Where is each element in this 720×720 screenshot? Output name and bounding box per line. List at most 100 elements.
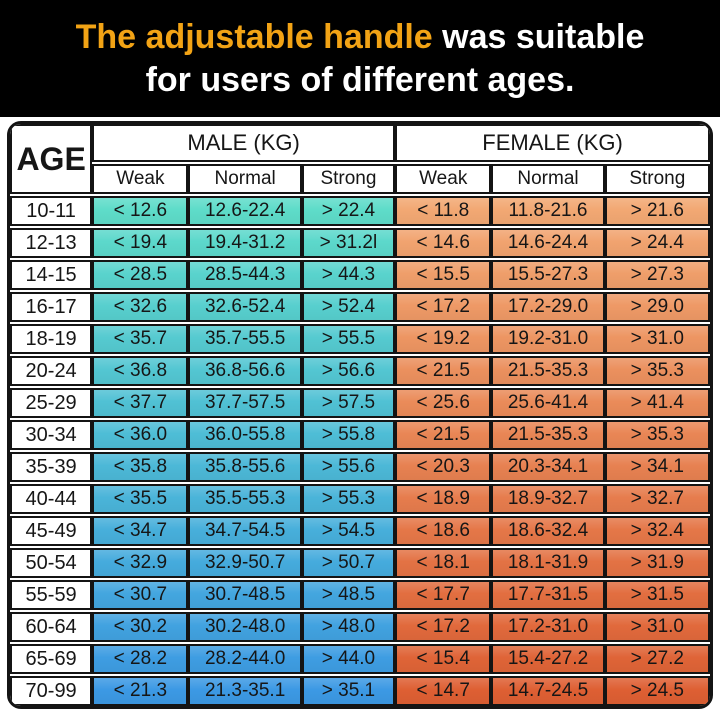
title-line-2: for users of different ages. <box>145 60 575 99</box>
male-group-header: MALE (KG) <box>92 124 396 162</box>
male-strong-cell: > 55.3 <box>301 484 396 514</box>
male-strong-header: Strong <box>301 164 396 194</box>
age-cell: 35-39 <box>10 452 93 482</box>
male-strong-cell: > 55.6 <box>301 452 396 482</box>
female-strong-cell: > 24.4 <box>604 228 710 258</box>
female-strong-cell: > 27.2 <box>604 644 710 674</box>
female-weak-cell: < 11.8 <box>395 196 492 226</box>
female-weak-cell: < 17.2 <box>395 292 492 322</box>
male-weak-cell: < 37.7 <box>92 388 189 418</box>
male-weak-cell: < 30.2 <box>92 612 189 642</box>
table-row: 30-34 < 36.0 36.0-55.8 > 55.8 < 21.5 21.5-35.… <box>10 420 710 450</box>
male-strong-cell: > 44.3 <box>301 260 396 290</box>
female-strong-cell: > 31.0 <box>604 612 710 642</box>
male-normal-cell: 32.9-50.7 <box>188 548 302 578</box>
female-normal-cell: 15.5-27.3 <box>491 260 605 290</box>
female-strong-cell: > 41.4 <box>604 388 710 418</box>
female-normal-cell: 17.7-31.5 <box>491 580 605 610</box>
male-normal-header: Normal <box>188 164 302 194</box>
female-strong-cell: > 27.3 <box>604 260 710 290</box>
female-strong-cell: > 35.3 <box>604 420 710 450</box>
female-normal-cell: 11.8-21.6 <box>491 196 605 226</box>
male-weak-cell: < 19.4 <box>92 228 189 258</box>
age-column-header: AGE <box>10 124 93 194</box>
female-strong-cell: > 35.3 <box>604 356 710 386</box>
title-banner: The adjustable handle was suitable for u… <box>0 0 720 117</box>
female-strong-cell: > 34.1 <box>604 452 710 482</box>
female-weak-cell: < 19.2 <box>395 324 492 354</box>
table-row: 16-17 < 32.6 32.6-52.4 > 52.4 < 17.2 17.2-29.… <box>10 292 710 322</box>
table-row: 18-19 < 35.7 35.7-55.5 > 55.5 < 19.2 19.2-31.… <box>10 324 710 354</box>
male-normal-cell: 32.6-52.4 <box>188 292 302 322</box>
age-cell: 45-49 <box>10 516 93 546</box>
male-weak-cell: < 28.5 <box>92 260 189 290</box>
female-normal-cell: 25.6-41.4 <box>491 388 605 418</box>
table-row: 40-44 < 35.5 35.5-55.3 > 55.3 < 18.9 18.9-32.… <box>10 484 710 514</box>
age-cell: 60-64 <box>10 612 93 642</box>
male-strong-cell: > 44.0 <box>301 644 396 674</box>
title-line-1: The adjustable handle was suitable <box>76 16 645 59</box>
female-weak-cell: < 17.7 <box>395 580 492 610</box>
female-strong-header: Strong <box>604 164 710 194</box>
female-strong-cell: > 31.0 <box>604 324 710 354</box>
female-weak-cell: < 14.7 <box>395 676 492 706</box>
female-group-header: FEMALE (KG) <box>395 124 710 162</box>
age-cell: 10-11 <box>10 196 93 226</box>
table-body: 10-11 < 12.6 12.6-22.4 > 22.4 < 11.8 11.8-21.… <box>10 196 710 706</box>
male-normal-cell: 19.4-31.2 <box>188 228 302 258</box>
female-normal-cell: 18.6-32.4 <box>491 516 605 546</box>
female-normal-cell: 14.7-24.5 <box>491 676 605 706</box>
female-strong-cell: > 32.7 <box>604 484 710 514</box>
male-normal-cell: 35.8-55.6 <box>188 452 302 482</box>
table-row: 55-59 < 30.7 30.7-48.5 > 48.5 < 17.7 17.7-31.… <box>10 580 710 610</box>
male-weak-cell: < 36.0 <box>92 420 189 450</box>
female-weak-cell: < 18.1 <box>395 548 492 578</box>
table-header: AGE MALE (KG) FEMALE (KG) Weak Normal St… <box>10 124 710 194</box>
table-row: 65-69 < 28.2 28.2-44.0 > 44.0 < 15.4 15.4-27.… <box>10 644 710 674</box>
male-strong-cell: > 54.5 <box>301 516 396 546</box>
age-cell: 18-19 <box>10 324 93 354</box>
male-normal-cell: 36.0-55.8 <box>188 420 302 450</box>
male-strong-cell: > 48.5 <box>301 580 396 610</box>
female-normal-header: Normal <box>491 164 605 194</box>
male-normal-cell: 21.3-35.1 <box>188 676 302 706</box>
male-normal-cell: 36.8-56.6 <box>188 356 302 386</box>
age-cell: 40-44 <box>10 484 93 514</box>
strength-table-frame: AGE MALE (KG) FEMALE (KG) Weak Normal St… <box>7 121 713 709</box>
male-normal-cell: 34.7-54.5 <box>188 516 302 546</box>
female-strong-cell: > 24.5 <box>604 676 710 706</box>
age-cell: 50-54 <box>10 548 93 578</box>
table-row: 10-11 < 12.6 12.6-22.4 > 22.4 < 11.8 11.8-21.… <box>10 196 710 226</box>
age-cell: 16-17 <box>10 292 93 322</box>
female-weak-cell: < 18.9 <box>395 484 492 514</box>
male-strong-cell: > 35.1 <box>301 676 396 706</box>
male-weak-cell: < 35.7 <box>92 324 189 354</box>
female-normal-cell: 15.4-27.2 <box>491 644 605 674</box>
male-weak-cell: < 34.7 <box>92 516 189 546</box>
female-normal-cell: 18.1-31.9 <box>491 548 605 578</box>
title-line1-rest: was suitable <box>432 18 645 56</box>
female-normal-cell: 19.2-31.0 <box>491 324 605 354</box>
male-normal-cell: 28.2-44.0 <box>188 644 302 674</box>
male-weak-cell: < 28.2 <box>92 644 189 674</box>
table-row: 70-99 < 21.3 21.3-35.1 > 35.1 < 14.7 14.7-24.… <box>10 676 710 706</box>
male-weak-cell: < 12.6 <box>92 196 189 226</box>
female-weak-cell: < 21.5 <box>395 356 492 386</box>
age-cell: 55-59 <box>10 580 93 610</box>
male-strong-cell: > 31.2l <box>301 228 396 258</box>
table-row: 50-54 < 32.9 32.9-50.7 > 50.7 < 18.1 18.1-31.… <box>10 548 710 578</box>
table-row: 20-24 < 36.8 36.8-56.6 > 56.6 < 21.5 21.5-35.… <box>10 356 710 386</box>
female-weak-cell: < 15.4 <box>395 644 492 674</box>
strength-table: AGE MALE (KG) FEMALE (KG) Weak Normal St… <box>10 124 710 706</box>
male-weak-cell: < 35.8 <box>92 452 189 482</box>
age-cell: 65-69 <box>10 644 93 674</box>
male-weak-cell: < 21.3 <box>92 676 189 706</box>
male-strong-cell: > 55.8 <box>301 420 396 450</box>
male-strong-cell: > 55.5 <box>301 324 396 354</box>
female-weak-cell: < 18.6 <box>395 516 492 546</box>
sub-header-row: Weak Normal Strong Weak Normal Strong <box>10 164 710 194</box>
male-normal-cell: 12.6-22.4 <box>188 196 302 226</box>
female-normal-cell: 21.5-35.3 <box>491 420 605 450</box>
female-normal-cell: 17.2-31.0 <box>491 612 605 642</box>
title-highlight: The adjustable handle <box>75 18 433 56</box>
